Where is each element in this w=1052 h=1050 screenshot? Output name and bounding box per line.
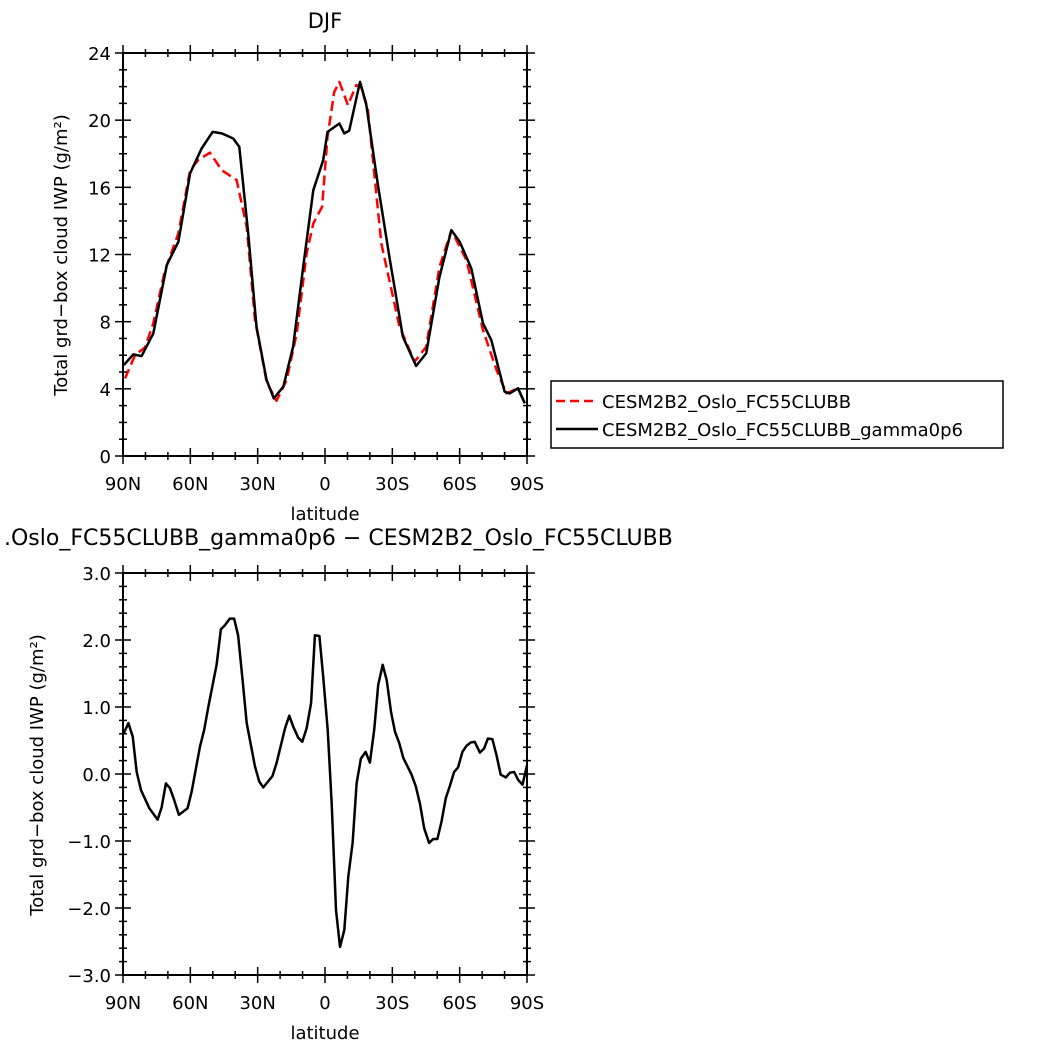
top-xtick-label: 30N [239, 474, 275, 495]
top-ytick-label: 8 [100, 313, 111, 334]
bottom-chart-title: .Oslo_FC55CLUBB_gamma0p6 − CESM2B2_Oslo_… [4, 526, 673, 551]
bottom-xtick-label: 30S [375, 993, 409, 1014]
bottom-chart-ylabel: Total grd−box cloud IWP (g/m²) [27, 634, 48, 916]
bottom-ytick-label: 2.0 [82, 631, 111, 652]
legend-box [550, 380, 1004, 449]
top-chart-ylabel: Total grd−box cloud IWP (g/m²) [51, 114, 72, 396]
legend-label-series-1: CESM2B2_Oslo_FC55CLUBB [602, 392, 851, 413]
bottom-series-line-1 [122, 617, 529, 949]
top-xtick-label: 0 [319, 474, 330, 495]
bottom-chart-xlabel: latitude [290, 1023, 359, 1044]
top-ytick-label: 0 [100, 447, 111, 468]
bottom-xtick-label: 60N [172, 993, 208, 1014]
legend-label-series-2: CESM2B2_Oslo_FC55CLUBB_gamma0p6 [602, 420, 963, 441]
top-ytick-label: 24 [88, 44, 111, 65]
bottom-xtick-label: 30N [239, 993, 275, 1014]
bottom-xtick-label: 0 [319, 993, 330, 1014]
bottom-ytick-label: −1.0 [67, 832, 111, 853]
bottom-xtick-label: 90N [105, 993, 141, 1014]
top-ytick-label: 16 [88, 178, 111, 199]
bottom-xtick-label: 60S [442, 993, 476, 1014]
top-xtick-label: 60S [442, 474, 476, 495]
bottom-plot: 90N 60N 30N 0 30S 60S 90S −3.0 −2.0 −1.0 0.0 1.0 2.0… [67, 564, 544, 1014]
legend: CESM2B2_Oslo_FC55CLUBB CESM2B2_Oslo_FC55… [550, 380, 1004, 449]
bottom-ytick-label: 0.0 [82, 765, 111, 786]
top-ytick-label: 4 [100, 380, 111, 401]
top-xtick-label: 90N [105, 474, 141, 495]
top-xtick-label: 30S [375, 474, 409, 495]
bottom-xtick-label: 90S [510, 993, 544, 1014]
top-chart-xlabel: latitude [290, 504, 359, 525]
top-chart-title: DJF [308, 9, 342, 33]
top-ytick-label: 12 [88, 246, 111, 267]
top-series-line-2 [122, 80, 526, 404]
top-xtick-label: 90S [510, 474, 544, 495]
top-ytick-label: 20 [88, 111, 111, 132]
top-plot: 90N 60N 30N 0 30S 60S 90S 0 4 8 12 16 20 24 [88, 44, 544, 495]
top-xtick-label: 60N [172, 474, 208, 495]
top-series-line-1 [123, 80, 526, 404]
bottom-ytick-label: 3.0 [82, 564, 111, 585]
bottom-ytick-label: 1.0 [82, 698, 111, 719]
bottom-ytick-label: −2.0 [67, 899, 111, 920]
bottom-ytick-label: −3.0 [67, 966, 111, 987]
bottom-plot-frame [122, 572, 528, 976]
